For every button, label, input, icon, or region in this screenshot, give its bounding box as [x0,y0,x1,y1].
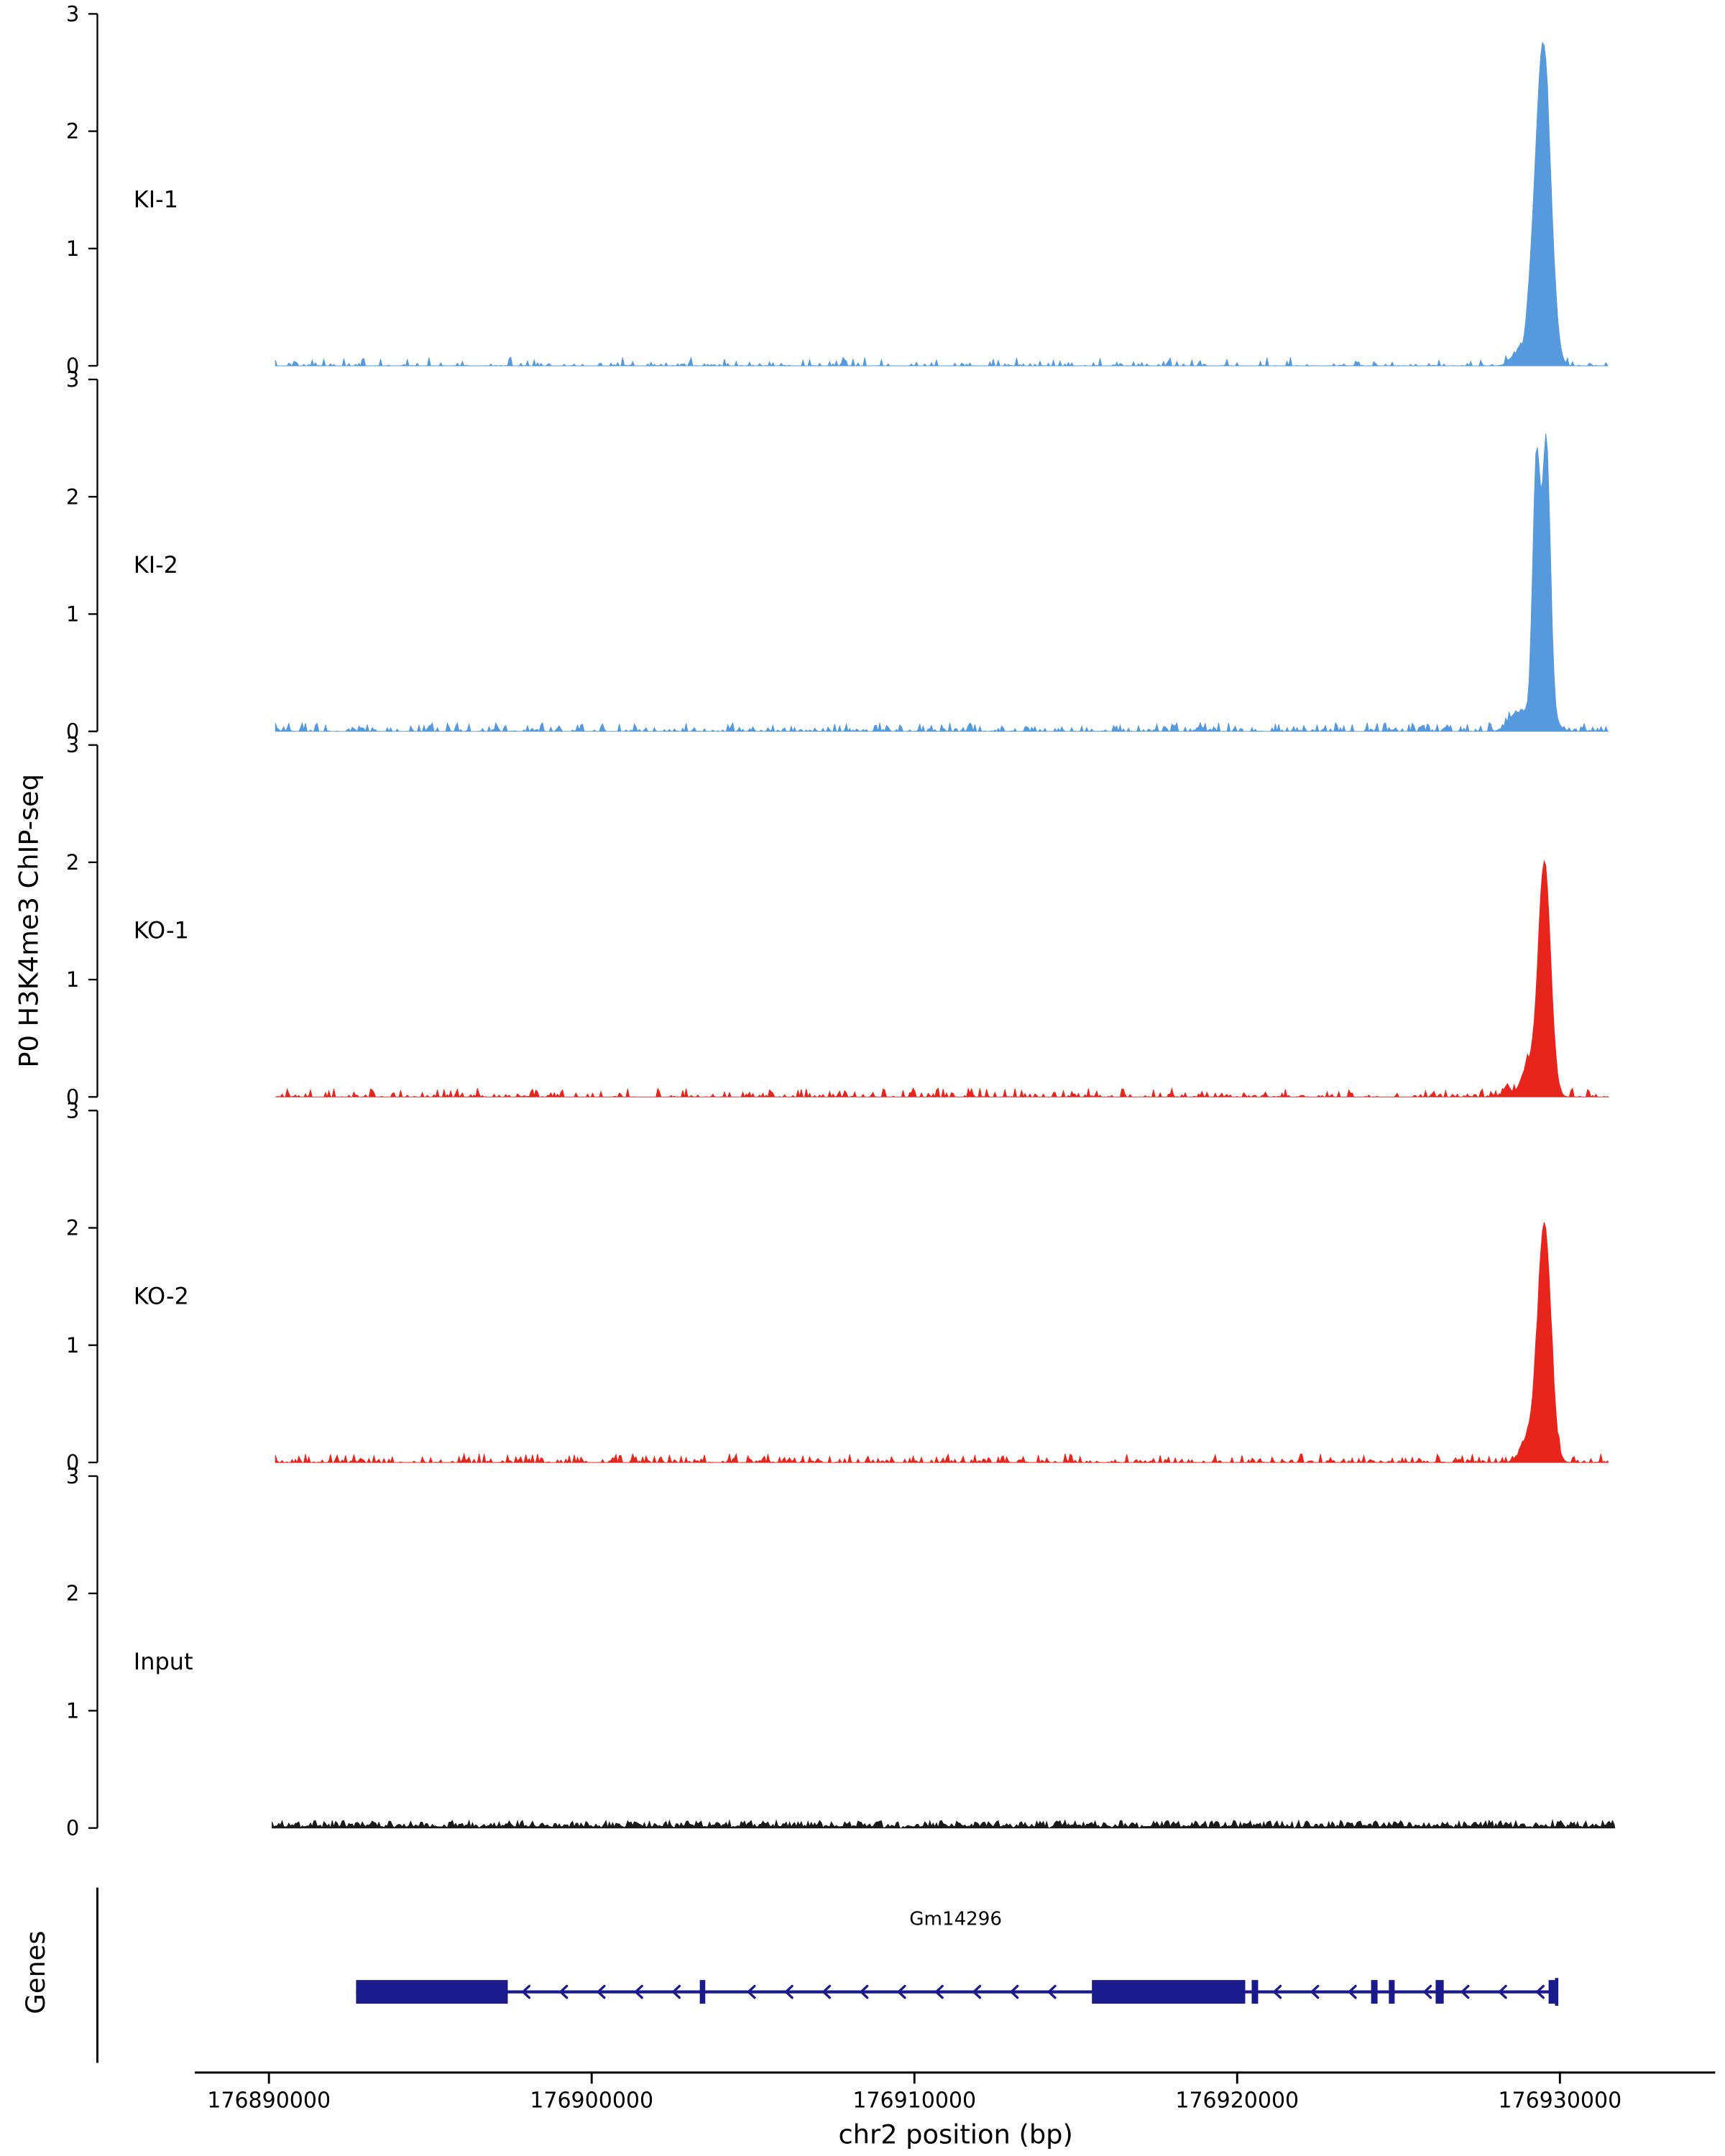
y-tick-label: 3 [66,1464,79,1488]
strand-arrow-icon [634,1984,643,1999]
gene-exon [356,1980,508,2004]
x-tick-label: 176910000 [852,2088,976,2113]
y-tick-label: 2 [66,850,79,875]
track-label: KO-2 [134,1282,189,1309]
y-tick-label: 3 [66,1,79,26]
track-ki-2: 0 1 2 3 KI-2 [66,367,1609,744]
strand-arrow-icon [1347,1984,1357,1999]
signal-area [275,1222,1609,1464]
strand-arrow-icon [521,1984,531,1999]
strand-arrow-icon [972,1984,982,1999]
gene-exon [1389,1980,1395,2004]
x-tick-label: 176920000 [1175,2088,1299,2113]
track-label: KI-1 [134,185,178,213]
strand-arrow-icon [746,1984,756,1999]
strand-arrow-icon [596,1984,606,1999]
strand-arrow-icon [671,1984,681,1999]
y-tick-label: 1 [66,602,79,627]
gene-name-label: Gm14296 [909,1909,1002,1930]
gene-model-layer [356,1978,1559,2006]
y-tick-label: 2 [66,1581,79,1606]
x-tick-label: 176900000 [530,2088,653,2113]
strand-arrow-icon [1497,1984,1507,1999]
strand-arrow-icon [1422,1984,1432,1999]
strand-arrow-icon [1535,1984,1545,1999]
signal-area [275,860,1610,1098]
y-tick-label: 3 [66,1098,79,1123]
x-axis-layer: 176890000 176900000 176910000 176920000 1769… [194,2071,1716,2113]
track-ko-2: 0 1 2 3 KO-2 [66,1098,1609,1475]
y-tick-label: 3 [66,367,79,392]
gene-exon [1092,1980,1246,2004]
genes-panel-title: Genes [20,1930,51,2014]
strand-arrow-icon [1046,1984,1057,1999]
track-label: KO-1 [134,917,189,944]
signal-area [272,1819,1616,1830]
strand-arrow-icon [896,1984,906,1999]
strand-arrow-icon [558,1984,569,1999]
y-tick-label: 3 [66,733,79,757]
y-tick-label: 0 [66,1816,79,1841]
y-tick-label: 0 [66,1084,79,1109]
signal-area [275,433,1609,733]
track-ki-1: 0 1 2 3 KI-1 [66,1,1609,378]
signal-tracks-layer: 0 1 2 3 KI-1 0 1 2 3 KI-2 0 1 2 3 KO-1 0 1 2 3 KO-2 0 1 2 3 Inpu… [66,1,1616,1841]
y-tick-label: 1 [66,236,79,261]
y-tick-label: 0 [66,354,79,378]
x-tick-label: 176930000 [1498,2088,1622,2113]
gene-end-bar [1555,1978,1559,2006]
y-tick-label: 1 [66,967,79,992]
signal-area [275,41,1609,367]
strand-arrow-icon [859,1984,869,1999]
strand-arrow-icon [1009,1984,1019,1999]
strand-arrow-icon [1272,1984,1282,1999]
track-input: 0 1 2 3 Input [66,1464,1616,1841]
gene-exon [699,1980,706,2004]
strand-arrow-icon [934,1984,944,1999]
x-tick-label: 176890000 [207,2088,331,2113]
y-tick-label: 1 [66,1333,79,1358]
strand-arrow-icon [822,1984,832,1999]
gene-exon [1548,1980,1557,2004]
x-axis-title: chr2 position (bp) [838,2119,1072,2150]
gene-exon [1435,1980,1444,2004]
y-tick-label: 2 [66,119,79,144]
gene-exon [1251,1980,1259,2004]
y-tick-label: 0 [66,1450,79,1475]
gene-exon [1371,1980,1378,2004]
y-tick-label: 1 [66,1698,79,1723]
y-tick-label: 2 [66,1216,79,1240]
y-tick-label: 2 [66,484,79,509]
strand-arrow-icon [1460,1984,1470,1999]
y-tick-label: 0 [66,719,79,744]
track-label: KI-2 [134,551,178,579]
y-axis-title: P0 H3K4me3 ChIP-seq [13,774,44,1068]
track-ko-1: 0 1 2 3 KO-1 [66,733,1610,1109]
track-label: Input [134,1648,193,1675]
strand-arrow-icon [1310,1984,1320,1999]
strand-arrow-icon [784,1984,794,1999]
